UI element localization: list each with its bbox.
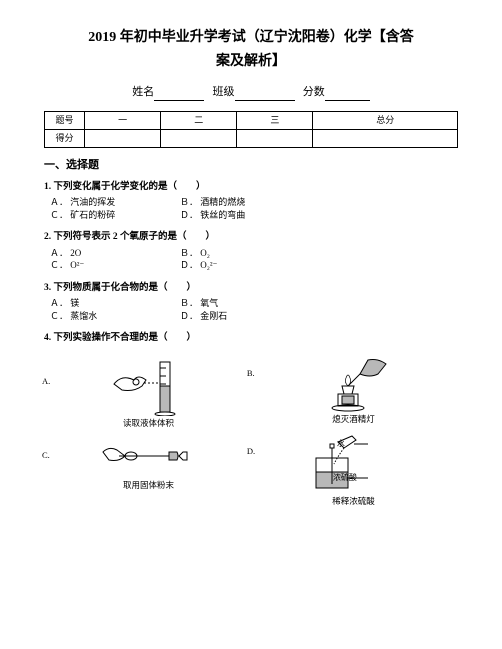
cell-r2c3 <box>161 129 237 147</box>
q1-opt-d: Ｄ． 铁丝的弯曲 <box>180 209 330 222</box>
cell-r1c2: 一 <box>85 111 161 129</box>
fig-d-tag: D. <box>247 446 255 458</box>
figure-c: C. 取用固体粉末 <box>54 438 243 492</box>
cell-r2c2 <box>85 129 161 147</box>
q3-opt-b: Ｂ． 氧气 <box>180 297 330 310</box>
cell-r2c1: 得分 <box>45 129 85 147</box>
cell-r2c4 <box>237 129 313 147</box>
question-3: 3. 下列物质属于化合物的是（ ） Ａ． 镁Ｂ． 氧气 Ｃ． 蒸馏水Ｄ． 金刚石 <box>44 282 458 322</box>
class-label: 班级 <box>213 86 235 98</box>
q2-opt-b: Ｂ． O₂ <box>180 247 330 260</box>
score-label: 分数 <box>303 86 325 98</box>
question-2: 2. 下列符号表示 2 个氧原子的是（ ） Ａ． 2OＢ． O₂ Ｃ． O²⁻Ｄ… <box>44 231 458 271</box>
figure-d: D. 水 浓硫酸 稀释浓硫酸 <box>259 434 448 508</box>
fig-a-caption: 读取液体体积 <box>123 418 174 430</box>
figure-a: A. 读取液体体积 <box>54 356 243 430</box>
cell-r2c5 <box>313 129 458 147</box>
class-blank <box>235 89 295 101</box>
fig-b-svg <box>308 356 398 412</box>
cell-r1c1: 题号 <box>45 111 85 129</box>
fig-c-caption: 取用固体粉末 <box>123 480 174 492</box>
section-heading-1: 一、选择题 <box>44 158 458 173</box>
q4-stem: 4. 下列实验操作不合理的是（ ） <box>44 332 458 345</box>
q1-opt-b: Ｂ． 酒精的燃烧 <box>180 196 330 209</box>
cell-r1c5: 总分 <box>313 111 458 129</box>
fig-a-svg <box>104 356 194 416</box>
fig-d-caption: 稀释浓硫酸 <box>332 496 375 508</box>
name-blank <box>154 89 204 101</box>
title-line-2: 案及解析】 <box>44 52 458 72</box>
q2-opt-d: Ｄ． O₂²⁻ <box>180 259 330 272</box>
q3-opt-d: Ｄ． 金刚石 <box>180 310 330 323</box>
score-blank <box>325 89 370 101</box>
q3-opt-c: Ｃ． 蒸馏水 <box>50 310 180 323</box>
fig-d-water-label: 水 <box>337 438 345 449</box>
fig-b-caption: 熄灭酒精灯 <box>332 414 375 426</box>
fig-c-tag: C. <box>42 450 50 462</box>
q2-opt-c: Ｃ． O²⁻ <box>50 259 180 272</box>
info-line: 姓名 班级 分数 <box>44 85 458 100</box>
q1-stem: 1. 下列变化属于化学变化的是（ ） <box>44 181 458 194</box>
score-table: 题号 一 二 三 总分 得分 <box>44 111 458 148</box>
fig-d-svg <box>298 434 408 494</box>
q2-stem: 2. 下列符号表示 2 个氧原子的是（ ） <box>44 231 458 244</box>
cell-r1c4: 三 <box>237 111 313 129</box>
question-4: 4. 下列实验操作不合理的是（ ） <box>44 332 458 345</box>
q1-opt-a: Ａ． 汽油的挥发 <box>50 196 180 209</box>
fig-d-acid-label: 浓硫酸 <box>333 472 357 483</box>
fig-b-tag: B. <box>247 368 255 380</box>
figure-b: B. 熄灭酒精灯 <box>259 356 448 426</box>
figure-grid: A. 读取液体体积 C. 取用固体粉末 <box>44 356 458 508</box>
table-row: 得分 <box>45 129 458 147</box>
question-1: 1. 下列变化属于化学变化的是（ ） Ａ． 汽油的挥发Ｂ． 酒精的燃烧 Ｃ． 矿… <box>44 181 458 221</box>
cell-r1c3: 二 <box>161 111 237 129</box>
q1-opt-c: Ｃ． 矿石的粉碎 <box>50 209 180 222</box>
q3-stem: 3. 下列物质属于化合物的是（ ） <box>44 282 458 295</box>
name-label: 姓名 <box>132 86 154 98</box>
q3-opt-a: Ａ． 镁 <box>50 297 180 310</box>
title-line-1: 2019 年初中毕业升学考试（辽宁沈阳卷）化学【含答 <box>44 28 458 48</box>
table-row: 题号 一 二 三 总分 <box>45 111 458 129</box>
fig-c-svg <box>99 438 199 478</box>
fig-a-tag: A. <box>42 376 50 388</box>
q2-opt-a: Ａ． 2O <box>50 247 180 260</box>
